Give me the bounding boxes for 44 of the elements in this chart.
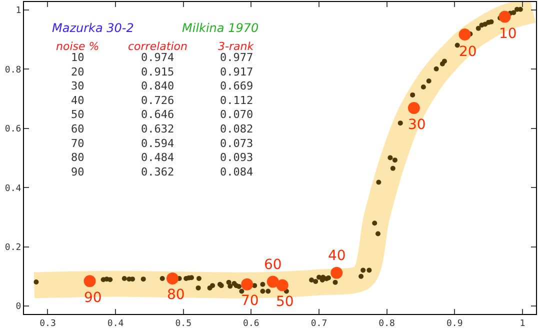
annotation: 40 <box>328 248 346 264</box>
point <box>266 276 279 288</box>
x-tick-label: 0.8 <box>378 318 395 329</box>
text: 40 0.726 0.112 <box>71 94 254 107</box>
text: 80 0.484 0.093 <box>71 151 254 164</box>
point <box>408 102 420 114</box>
x-tick-label: 0.6 <box>243 318 260 329</box>
x-tick-label: 0.7 <box>310 318 328 329</box>
annotation: 30 <box>408 117 426 133</box>
point <box>276 279 288 292</box>
text: 50 0.646 0.070 <box>71 108 254 122</box>
y-tick-label: 0.8 <box>4 65 22 76</box>
y-tick-label: 1 <box>16 6 22 16</box>
point <box>84 275 96 288</box>
text: Milkina 1970 <box>182 21 259 35</box>
y-tick-label: 0.2 <box>4 242 22 253</box>
point <box>498 10 511 23</box>
point <box>241 278 254 290</box>
x-tick-label: 0.3 <box>40 318 56 329</box>
point <box>330 266 343 279</box>
x-tick-label: 0.9 <box>446 318 463 329</box>
text: 20 0.915 0.917 <box>71 65 254 78</box>
text: noise % correlation 3-rank <box>56 40 254 53</box>
text: 30 0.840 0.669 <box>71 80 254 93</box>
point <box>458 28 471 41</box>
annotation: 50 <box>276 294 294 310</box>
y-tick-label: 0.6 <box>4 124 22 135</box>
y-tick-label: 0 <box>16 302 22 312</box>
x-tick-label: 0.5 <box>175 318 192 329</box>
text: Mazurka 30-2 <box>52 21 134 35</box>
text: 90 0.362 0.084 <box>71 165 254 178</box>
annotation: 60 <box>264 257 282 273</box>
annotation: 10 <box>499 26 517 42</box>
text: 60 0.632 0.082 <box>71 122 254 136</box>
annotation: 80 <box>167 287 185 303</box>
annotation: 70 <box>241 293 259 309</box>
annotation: 20 <box>459 44 477 60</box>
text: 10 0.974 0.977 <box>71 51 254 64</box>
y-tick-label: 0.4 <box>4 184 22 194</box>
text: 70 0.594 0.073 <box>71 136 254 150</box>
annotation: 90 <box>84 290 102 306</box>
x-tick-label: 0.4 <box>107 318 124 329</box>
point <box>166 272 179 284</box>
x-tick-label: 1 <box>520 318 526 329</box>
